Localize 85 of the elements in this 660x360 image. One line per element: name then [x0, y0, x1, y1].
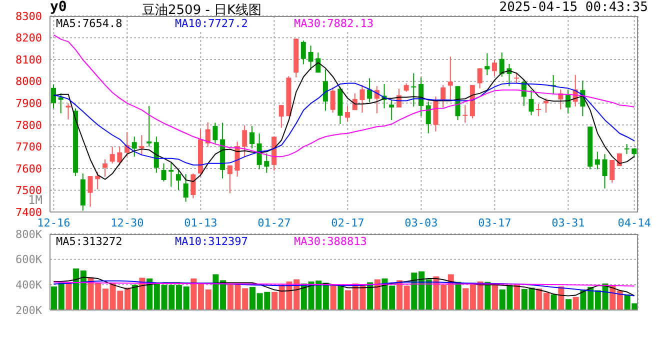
- candlestick: [448, 56, 453, 101]
- candlestick: [566, 90, 570, 114]
- candlestick: [345, 105, 350, 122]
- candlestick: [492, 59, 497, 77]
- text: 2025-04-15 00:43:35: [499, 0, 648, 15]
- candlestick: [367, 78, 372, 103]
- candlestick: [66, 102, 71, 120]
- candlestick: [51, 84, 56, 110]
- candlestick: [624, 144, 630, 155]
- x-tick-label: 12-30: [110, 216, 144, 230]
- candlestick: [205, 122, 210, 148]
- candlestick: [411, 72, 416, 108]
- chart-title: 豆油2509 - 日K线图: [142, 2, 262, 18]
- y-tick-label: 600K: [16, 253, 42, 266]
- x-tick-label: 01-27: [258, 216, 291, 230]
- candlestick: [264, 152, 270, 174]
- text: MA5:7654.8: [56, 17, 122, 30]
- x-tick-label: 12-16: [37, 216, 70, 230]
- text: MA10:312397: [175, 235, 248, 248]
- candlestick: [433, 96, 438, 132]
- candlestick: [322, 68, 328, 112]
- candlestick: [543, 98, 548, 114]
- y-tick-label: 200K: [16, 304, 42, 317]
- candlestick: [227, 164, 232, 194]
- candlestick: [594, 151, 600, 170]
- line-series: [53, 280, 635, 296]
- text: MA10:7727.2: [175, 17, 248, 30]
- x-tick-label: 04-14: [618, 216, 652, 230]
- y-tick-label: 8200: [16, 32, 42, 45]
- candlestick: [190, 172, 196, 199]
- x-tick-label: 03-31: [552, 216, 585, 230]
- candlestick: [462, 104, 468, 124]
- y-tick-label: 8300: [16, 10, 42, 23]
- candlestick: [499, 52, 504, 78]
- x-tick-label: 02-17: [331, 216, 364, 230]
- candlestick: [242, 124, 248, 158]
- candlestick: [440, 84, 446, 108]
- candlestick: [58, 92, 64, 114]
- text: MA5:313272: [56, 235, 122, 248]
- candlestick: [389, 100, 394, 121]
- candlestick: [256, 132, 262, 170]
- x-tick-label: 01-13: [184, 216, 218, 230]
- candlestick: [139, 134, 144, 156]
- candlestick: [176, 168, 181, 191]
- y-tick-label: 7800: [16, 118, 42, 132]
- candlestick: [528, 90, 534, 116]
- candlestick: [308, 45, 314, 71]
- candlestick: [330, 86, 336, 114]
- text: y0: [50, 0, 67, 15]
- candlestick: [300, 40, 306, 65]
- candlestick: [484, 52, 490, 76]
- text: MA30:7882.13: [294, 17, 374, 30]
- candlestick: [360, 84, 365, 114]
- candlestick: [132, 136, 137, 158]
- x-tick-label: 03-03: [404, 216, 438, 230]
- text: 1M: [28, 193, 42, 207]
- candlestick: [374, 86, 380, 114]
- candlestick: [610, 159, 615, 184]
- candlestick: [161, 162, 166, 182]
- candlestick: [602, 154, 608, 189]
- x-tick-label: 03-17: [478, 216, 512, 230]
- y-tick-label: 7700: [16, 140, 42, 154]
- candlestick: [117, 146, 122, 166]
- candlestick: [536, 103, 542, 117]
- candlestick: [249, 125, 254, 149]
- candlestick: [183, 174, 188, 202]
- candlestick: [477, 68, 482, 89]
- candlestick: [212, 122, 218, 144]
- y-tick-label: 8000: [16, 75, 42, 88]
- candlestick: [88, 176, 93, 208]
- y-tick-label: 8100: [16, 53, 42, 66]
- candlestick: [278, 104, 284, 128]
- text: MA30:388813: [294, 235, 367, 248]
- y-tick-label: 7600: [16, 162, 42, 176]
- y-tick-label: 400K: [16, 278, 42, 292]
- y-tick-label: 7400: [16, 206, 42, 219]
- candlestick: [124, 132, 130, 158]
- candlestick: [426, 101, 431, 134]
- candlestick: [514, 72, 520, 84]
- candlestick: [146, 105, 152, 148]
- candlestick: [102, 158, 108, 178]
- y-tick-label: 7900: [16, 97, 42, 110]
- candlestick: [418, 76, 424, 117]
- candlestick: [110, 146, 115, 164]
- y-tick-label: 800K: [16, 228, 42, 241]
